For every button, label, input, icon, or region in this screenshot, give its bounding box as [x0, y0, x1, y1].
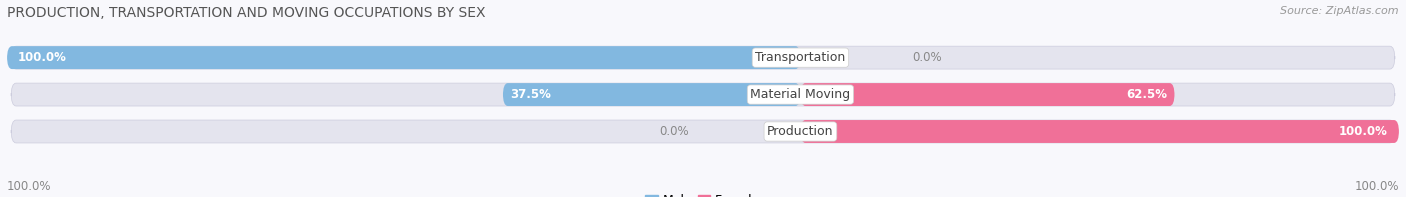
Text: 100.0%: 100.0%: [18, 51, 67, 64]
FancyBboxPatch shape: [800, 83, 1174, 106]
Text: 100.0%: 100.0%: [7, 180, 52, 193]
Text: Transportation: Transportation: [755, 51, 845, 64]
Legend: Male, Female: Male, Female: [641, 190, 765, 197]
Text: PRODUCTION, TRANSPORTATION AND MOVING OCCUPATIONS BY SEX: PRODUCTION, TRANSPORTATION AND MOVING OC…: [7, 6, 485, 20]
Text: Source: ZipAtlas.com: Source: ZipAtlas.com: [1281, 6, 1399, 16]
FancyBboxPatch shape: [503, 83, 800, 106]
FancyBboxPatch shape: [7, 46, 800, 69]
Text: Production: Production: [768, 125, 834, 138]
FancyBboxPatch shape: [11, 120, 1395, 143]
FancyBboxPatch shape: [800, 120, 1399, 143]
FancyBboxPatch shape: [11, 46, 1395, 69]
Text: 100.0%: 100.0%: [1339, 125, 1388, 138]
Text: Material Moving: Material Moving: [751, 88, 851, 101]
Text: 0.0%: 0.0%: [912, 51, 942, 64]
Text: 62.5%: 62.5%: [1126, 88, 1167, 101]
Text: 0.0%: 0.0%: [659, 125, 689, 138]
Text: 37.5%: 37.5%: [510, 88, 551, 101]
Text: 100.0%: 100.0%: [1354, 180, 1399, 193]
FancyBboxPatch shape: [11, 83, 1395, 106]
